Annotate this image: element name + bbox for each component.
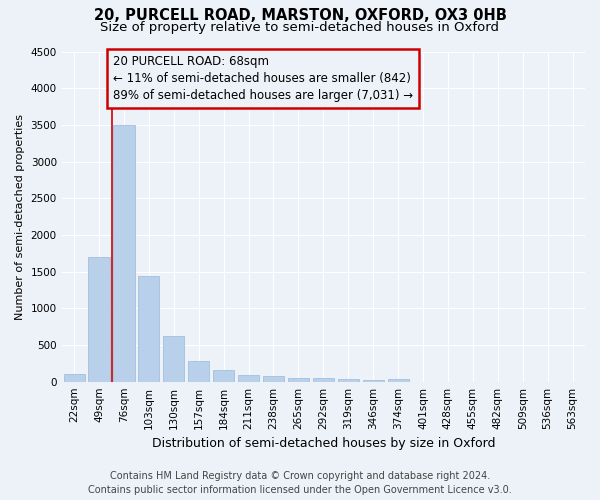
Bar [213,370,234,382]
Text: 20 PURCELL ROAD: 68sqm
← 11% of semi-detached houses are smaller (842)
89% of se: 20 PURCELL ROAD: 68sqm ← 11% of semi-det… [113,55,413,102]
Bar [88,257,110,382]
Text: Size of property relative to semi-detached houses in Oxford: Size of property relative to semi-detach… [101,22,499,35]
Text: Contains HM Land Registry data © Crown copyright and database right 2024.
Contai: Contains HM Land Registry data © Crown c… [88,471,512,495]
Bar [113,125,134,382]
Bar [388,378,409,382]
X-axis label: Distribution of semi-detached houses by size in Oxford: Distribution of semi-detached houses by … [152,437,495,450]
Text: 20, PURCELL ROAD, MARSTON, OXFORD, OX3 0HB: 20, PURCELL ROAD, MARSTON, OXFORD, OX3 0… [94,8,506,22]
Bar [313,378,334,382]
Bar [238,375,259,382]
Y-axis label: Number of semi-detached properties: Number of semi-detached properties [15,114,25,320]
Bar [362,380,384,382]
Bar [138,276,160,382]
Bar [288,378,309,382]
Bar [188,361,209,382]
Bar [64,374,85,382]
Bar [263,376,284,382]
Bar [163,336,184,382]
Bar [338,380,359,382]
